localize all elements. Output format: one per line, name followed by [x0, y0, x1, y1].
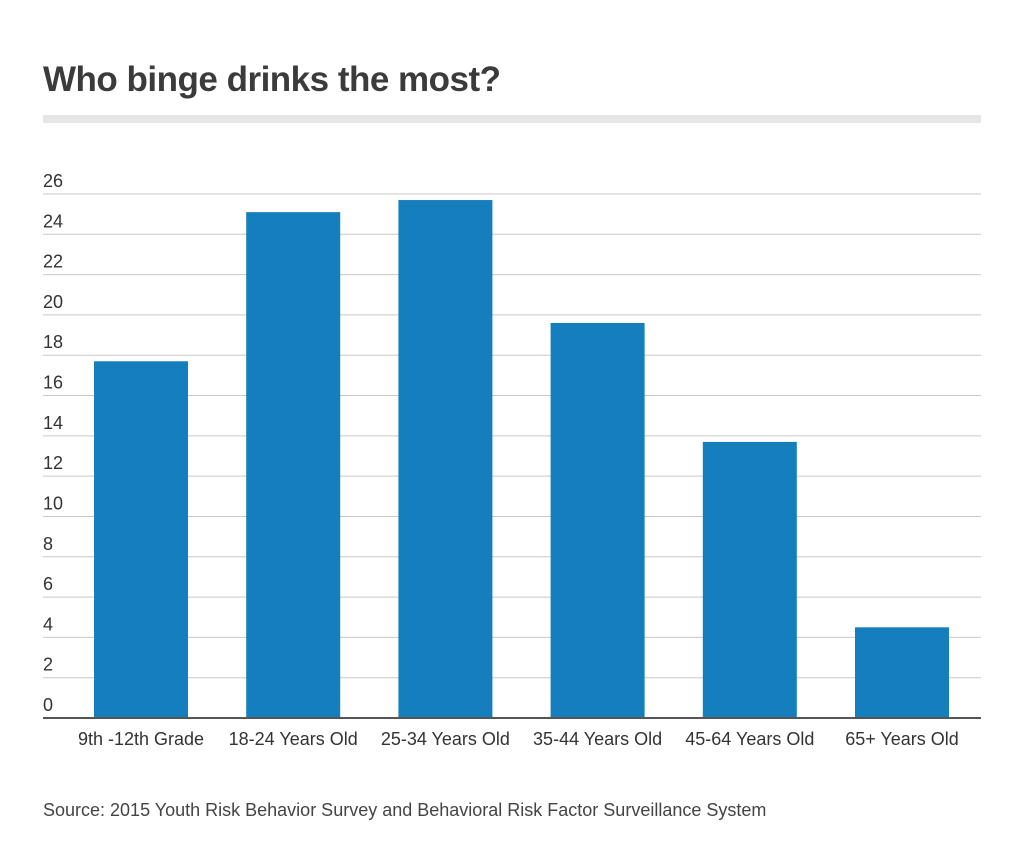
bar-layer [94, 200, 949, 719]
source-note: Source: 2015 Youth Risk Behavior Survey … [43, 800, 767, 820]
bar [702, 441, 797, 718]
x-tick-label: 65+ Years Old [845, 729, 959, 749]
y-tick-label: 2 [43, 655, 53, 675]
y-tick-label: 26 [43, 171, 63, 191]
grid-layer [43, 193, 981, 679]
bar [94, 361, 188, 718]
y-tick-label: 6 [43, 574, 53, 594]
y-tick-label: 4 [43, 614, 53, 634]
y-tick-label: 24 [43, 211, 63, 231]
y-tick-label: 0 [43, 695, 53, 715]
y-tick-label: 12 [43, 453, 63, 473]
bar [246, 212, 341, 718]
bar [398, 200, 493, 719]
y-tick-label: 14 [43, 413, 63, 433]
x-tick-label: 45-64 Years Old [685, 729, 814, 749]
x-tick-label: 9th -12th Grade [78, 729, 204, 749]
y-tick-label: 16 [43, 373, 63, 393]
chart-title: Who binge drinks the most? [43, 60, 501, 99]
x-tick-label: 35-44 Years Old [533, 729, 662, 749]
y-tick-label: 22 [43, 252, 63, 272]
bar [550, 322, 645, 718]
y-tick-label: 18 [43, 332, 63, 352]
x-tick-label: 18-24 Years Old [229, 729, 358, 749]
y-tick-label: 8 [43, 534, 53, 554]
bar [855, 627, 949, 718]
x-tick-label: 25-34 Years Old [381, 729, 510, 749]
title-divider [43, 115, 981, 123]
y-tick-label: 20 [43, 292, 63, 312]
y-tick-label: 10 [43, 493, 63, 513]
